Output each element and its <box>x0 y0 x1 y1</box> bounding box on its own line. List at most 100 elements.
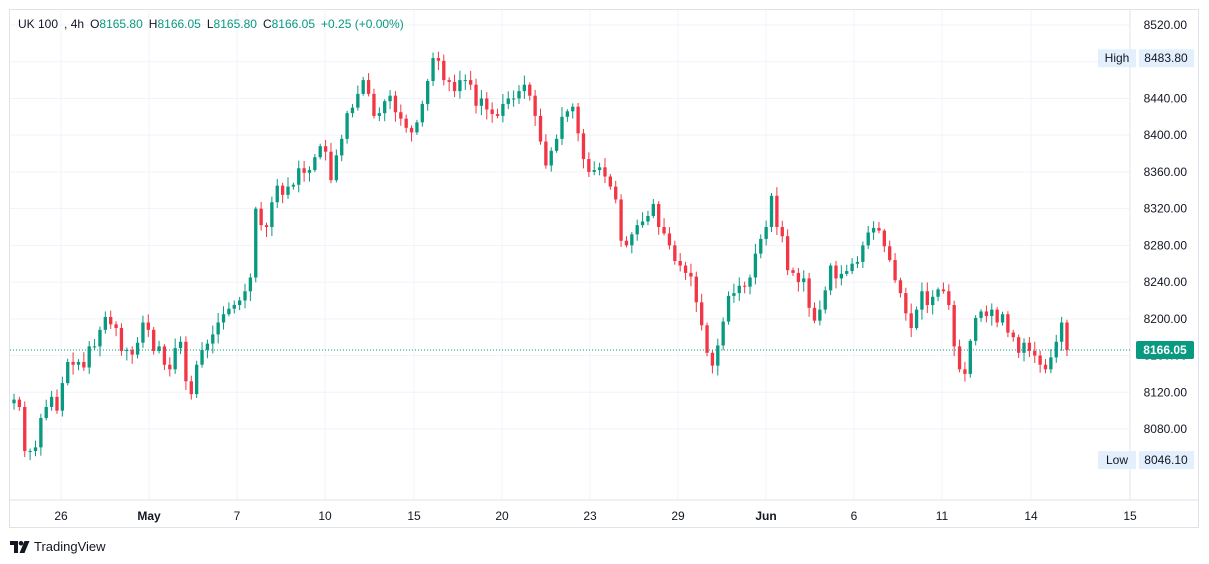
candle <box>49 390 54 411</box>
candle <box>963 361 967 382</box>
candle <box>264 222 269 238</box>
x-tick-label: Jun <box>755 509 776 523</box>
candle-body <box>345 113 349 139</box>
candle-body <box>517 91 521 99</box>
candle <box>823 286 827 314</box>
candle-body <box>178 341 183 349</box>
candle-body <box>818 309 822 321</box>
candle <box>624 236 629 248</box>
current-price-tag: 8166.05 <box>1136 340 1194 359</box>
candle-body <box>39 417 43 448</box>
candle <box>297 160 301 193</box>
candle-body <box>17 399 22 407</box>
candle-body <box>479 98 484 106</box>
legend-low-value: 8165.80 <box>213 17 257 31</box>
candle <box>350 103 355 118</box>
candle <box>399 104 403 126</box>
candle <box>474 78 478 114</box>
candle-body <box>802 278 806 283</box>
candle-body <box>152 329 156 351</box>
chart-frame <box>9 9 1199 528</box>
candle <box>871 221 876 240</box>
candle-body <box>383 101 387 114</box>
candle-body <box>431 58 435 82</box>
candle-body <box>630 234 634 246</box>
candle <box>522 75 527 99</box>
candle-body <box>597 167 602 171</box>
x-tick-label: 29 <box>671 509 685 523</box>
candle <box>775 187 779 235</box>
candle <box>39 413 43 456</box>
x-tick-label: 10 <box>318 509 332 523</box>
candle <box>517 85 521 104</box>
candle <box>603 158 607 184</box>
candle-body <box>71 361 75 365</box>
candle-body <box>931 296 935 306</box>
candle-body <box>554 138 559 151</box>
candle <box>990 303 994 326</box>
candle-body <box>415 122 419 133</box>
candle-body <box>775 195 779 227</box>
candle <box>366 73 371 97</box>
legend-symbol: UK 100 <box>18 17 59 31</box>
candle <box>458 70 462 99</box>
candle <box>270 196 274 237</box>
x-tick-label: 11 <box>936 509 949 523</box>
candle-body <box>194 364 199 395</box>
candle-body <box>1043 364 1048 370</box>
candle-body <box>732 293 736 296</box>
candle-body <box>748 277 752 287</box>
candle-body <box>334 155 339 181</box>
candle-body <box>44 406 48 418</box>
candle <box>463 74 467 90</box>
candle <box>651 198 655 219</box>
high-tag-value-bg <box>1139 49 1194 68</box>
candle-body <box>957 346 962 370</box>
y-tick-label: 8520.00 <box>1144 18 1188 32</box>
candle-body <box>710 352 715 366</box>
candle <box>1011 329 1015 342</box>
candle <box>941 282 946 294</box>
candle-body <box>785 236 790 271</box>
candle <box>415 119 419 135</box>
candle-body <box>350 107 355 114</box>
low-tag-label: Low <box>1106 453 1128 467</box>
candle <box>189 375 193 400</box>
tradingview-logo[interactable]: TradingView <box>10 539 106 554</box>
candle-body <box>189 381 193 395</box>
candle <box>576 102 580 142</box>
candle-body <box>533 95 537 116</box>
candle <box>866 225 870 249</box>
candle-body <box>759 238 763 254</box>
candle-body <box>221 314 226 323</box>
candle <box>318 143 322 160</box>
candle <box>904 287 908 321</box>
candle-body <box>657 204 661 227</box>
candle-body <box>141 322 145 343</box>
candle-body <box>452 81 457 92</box>
candle-body <box>447 80 451 82</box>
candle <box>302 160 306 182</box>
candle <box>393 91 398 122</box>
candle <box>974 315 978 346</box>
legend-close-value: 8166.05 <box>271 17 315 31</box>
legend-open-value: 8165.80 <box>99 17 143 31</box>
candle-body <box>82 361 86 368</box>
candle-body <box>12 399 16 404</box>
candle <box>898 277 903 298</box>
candle <box>146 314 150 338</box>
candle-body <box>205 343 210 351</box>
candle <box>200 342 204 368</box>
candle-body <box>103 316 107 330</box>
candle-body <box>737 285 741 294</box>
candle-body <box>694 276 698 303</box>
x-tick-label: 20 <box>495 509 509 523</box>
candle <box>936 287 940 302</box>
candle <box>340 134 344 162</box>
candle <box>716 338 720 376</box>
candle <box>291 182 296 190</box>
y-tick-label: 8440.00 <box>1144 91 1188 105</box>
candle-body <box>1016 337 1021 353</box>
x-tick-label: 14 <box>1024 509 1038 523</box>
